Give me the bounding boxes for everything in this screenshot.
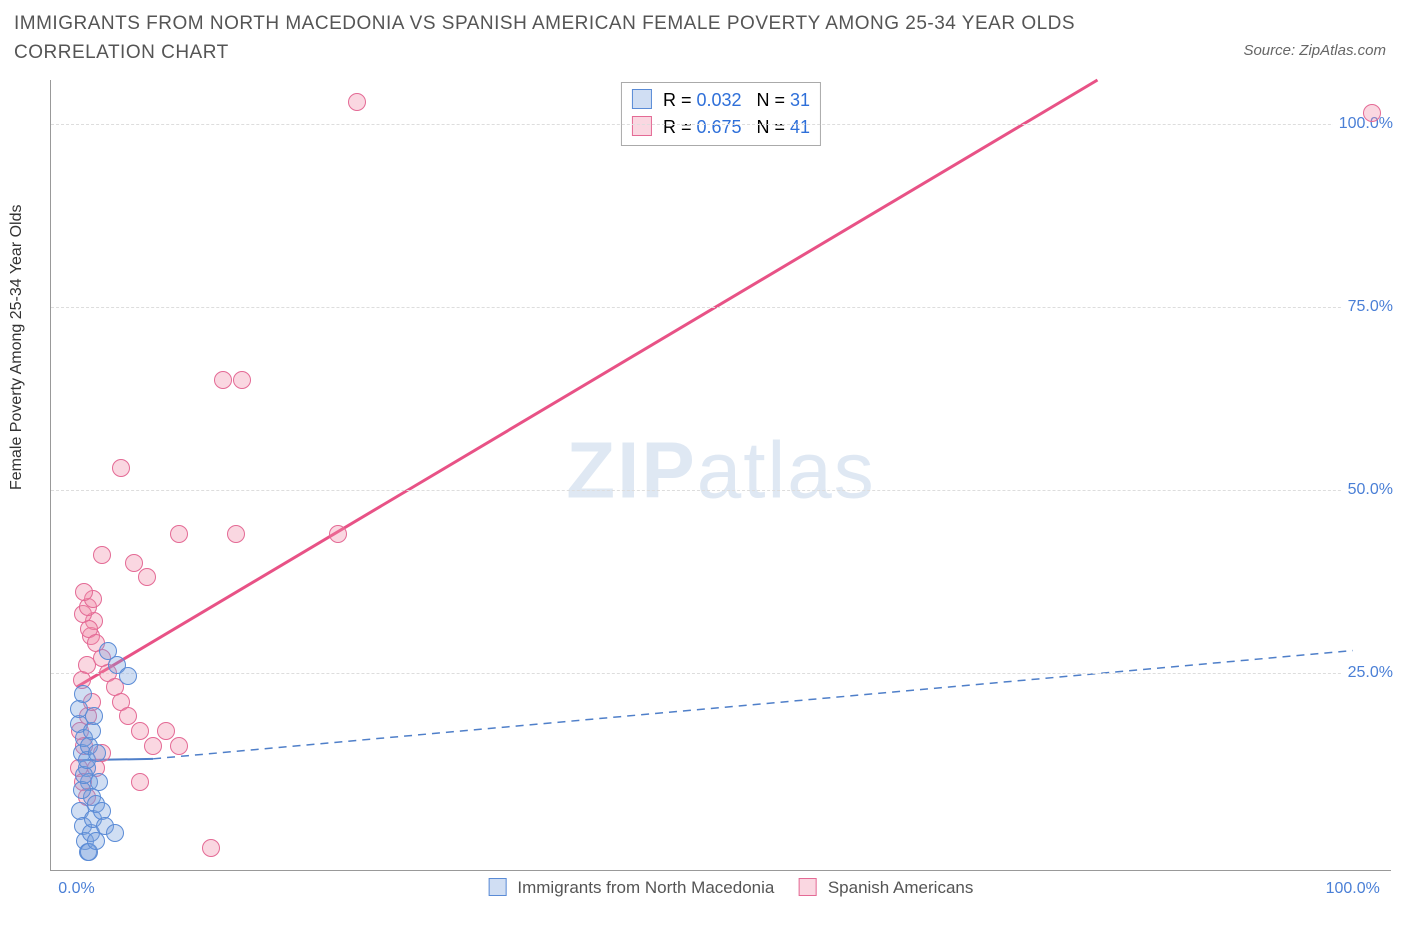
point-blue: [74, 685, 92, 703]
r-value-pink: 0.675: [696, 117, 741, 137]
y-tick-label: 75.0%: [1342, 298, 1393, 316]
y-tick-label: 100.0%: [1333, 115, 1393, 133]
chart-title: IMMIGRANTS FROM NORTH MACEDONIA VS SPANI…: [14, 10, 1154, 67]
y-axis-label: Female Poverty Among 25-34 Year Olds: [8, 205, 26, 491]
point-pink: [202, 839, 220, 857]
watermark-bold: ZIP: [566, 425, 696, 514]
point-blue: [119, 667, 137, 685]
point-blue: [88, 744, 106, 762]
point-pink: [348, 93, 366, 111]
swatch-pink: [632, 116, 652, 136]
y-tick-label: 50.0%: [1342, 481, 1393, 499]
point-pink: [75, 583, 93, 601]
gridline: [51, 673, 1391, 674]
r-value-blue: 0.032: [696, 90, 741, 110]
legend-label-blue: Immigrants from North Macedonia: [517, 878, 774, 897]
x-tick-label: 0.0%: [58, 880, 94, 898]
point-pink: [125, 554, 143, 572]
n-value-blue: 31: [790, 90, 810, 110]
swatch-blue-icon: [489, 878, 507, 896]
gridline: [51, 307, 1391, 308]
point-pink: [1363, 104, 1381, 122]
point-pink: [144, 737, 162, 755]
point-pink: [93, 546, 111, 564]
stats-row-pink: R = 0.675 N = 41: [632, 114, 810, 141]
watermark: ZIPatlas: [566, 424, 875, 516]
swatch-pink-icon: [799, 878, 817, 896]
point-pink: [157, 722, 175, 740]
watermark-light: atlas: [697, 425, 876, 514]
legend-label-pink: Spanish Americans: [828, 878, 974, 897]
x-tick-label: 100.0%: [1326, 880, 1380, 898]
stats-legend: R = 0.032 N = 31 R = 0.675 N = 41: [621, 82, 821, 146]
point-blue: [90, 773, 108, 791]
point-pink: [227, 525, 245, 543]
point-pink: [170, 525, 188, 543]
series-legend: Immigrants from North Macedonia Spanish …: [469, 878, 974, 898]
point-blue: [85, 707, 103, 725]
gridline: [51, 490, 1391, 491]
gridline: [51, 124, 1391, 125]
point-pink: [214, 371, 232, 389]
point-pink: [329, 525, 347, 543]
point-pink: [138, 568, 156, 586]
point-pink: [170, 737, 188, 755]
point-pink: [131, 773, 149, 791]
point-pink: [233, 371, 251, 389]
source-attribution: Source: ZipAtlas.com: [1243, 42, 1386, 59]
point-blue: [87, 832, 105, 850]
stats-row-blue: R = 0.032 N = 31: [632, 87, 810, 114]
plot-area: ZIPatlas R = 0.032 N = 31 R = 0.675 N = …: [50, 80, 1391, 871]
point-pink: [131, 722, 149, 740]
y-tick-label: 25.0%: [1342, 664, 1393, 682]
swatch-blue: [632, 89, 652, 109]
point-pink: [112, 459, 130, 477]
point-blue: [106, 824, 124, 842]
point-pink: [119, 707, 137, 725]
trend-lines-layer: [51, 80, 1391, 870]
chart-container: IMMIGRANTS FROM NORTH MACEDONIA VS SPANI…: [0, 0, 1406, 930]
n-value-pink: 41: [790, 117, 810, 137]
